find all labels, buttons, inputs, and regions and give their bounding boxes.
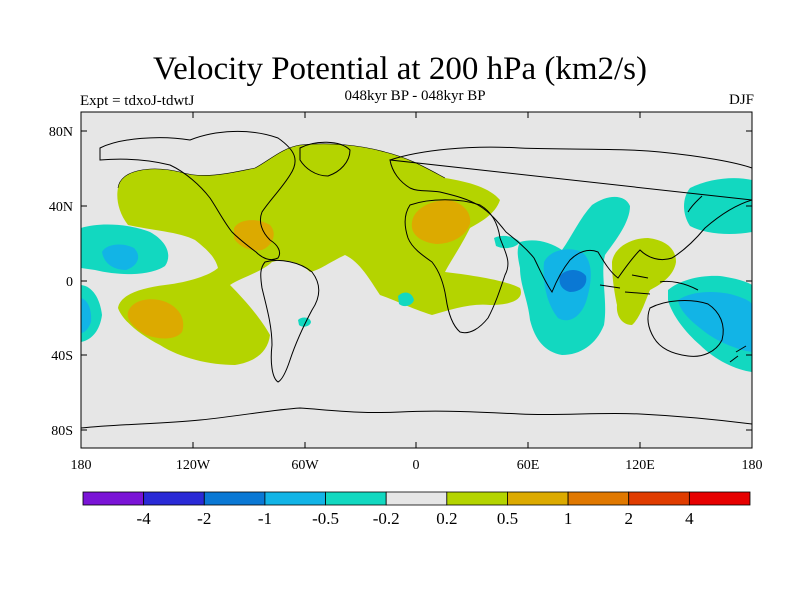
colorbar-box bbox=[628, 491, 690, 506]
coast-new-zealand bbox=[729, 345, 747, 363]
x-tick-label: 60E bbox=[517, 458, 540, 473]
colorbar-labels: -4 -2 -1 -0.5 -0.2 0.2 0.5 1 2 4 bbox=[137, 509, 695, 528]
colorbar-label: -1 bbox=[258, 509, 272, 528]
figure-title: Velocity Potential at 200 hPa (km2/s) bbox=[152, 51, 648, 87]
map-panel bbox=[81, 112, 752, 448]
contour-neg-sa-spot bbox=[298, 317, 311, 327]
coast-africa bbox=[404, 199, 509, 334]
y-tick-label: 80N bbox=[49, 125, 73, 140]
colorbar-label: 0.2 bbox=[436, 509, 457, 528]
colorbar-box bbox=[203, 491, 266, 506]
colorbar-label: 1 bbox=[564, 509, 573, 528]
figure-subtitle: 048kyr BP - 048kyr BP bbox=[344, 88, 486, 104]
coast-indonesia bbox=[599, 274, 699, 295]
season-label: DJF bbox=[728, 92, 754, 108]
x-tick-marks bbox=[80, 112, 753, 448]
coastlines bbox=[81, 131, 752, 429]
x-tick-label: 120W bbox=[176, 458, 211, 473]
colorbar-box bbox=[82, 491, 145, 506]
y-tick-label: 40S bbox=[51, 349, 73, 364]
contour-neg-asia-north bbox=[684, 178, 752, 234]
y-tick-labels: 80N 40N 0 40S 80S bbox=[49, 125, 73, 439]
contour-mid-south-pacific bbox=[127, 299, 184, 339]
colorbar-label: 2 bbox=[624, 509, 633, 528]
colorbar-label: -0.2 bbox=[373, 509, 400, 528]
contour-lines bbox=[117, 143, 446, 189]
colorbar-label: -2 bbox=[197, 509, 211, 528]
y-tick-label: 80S bbox=[51, 424, 73, 439]
coast-antarctica bbox=[81, 407, 752, 429]
colorbar-label: 0.5 bbox=[497, 509, 518, 528]
experiment-label: Expt = tdxoJ-tdwtJ bbox=[80, 93, 195, 109]
coast-eurasia bbox=[389, 146, 752, 294]
contour-neg2-central-pacific bbox=[102, 244, 139, 270]
colorbar-label: -0.5 bbox=[312, 509, 339, 528]
x-tick-labels: 180 120W 60W 0 60E 120E 180 bbox=[71, 458, 763, 473]
contour-mid-north-africa bbox=[411, 200, 471, 244]
colorbar-box bbox=[688, 491, 751, 506]
contour-neg2-west-pacific bbox=[678, 292, 752, 352]
contour-line-pos bbox=[117, 143, 446, 189]
colorbar-label: -4 bbox=[137, 509, 152, 528]
y-tick-label: 40N bbox=[49, 200, 73, 215]
colorbar-box bbox=[143, 491, 205, 506]
y-tick-label: 0 bbox=[66, 275, 73, 290]
colorbar-box bbox=[264, 491, 326, 506]
coast-north-america bbox=[99, 131, 296, 261]
coast-greenland bbox=[299, 141, 351, 177]
x-tick-label: 180 bbox=[742, 458, 763, 473]
colorbar bbox=[82, 491, 751, 506]
y-tick-marks bbox=[81, 130, 752, 431]
colorbar-box bbox=[567, 491, 630, 506]
contour-neg2-east-pacific bbox=[81, 298, 92, 333]
coast-south-america bbox=[260, 259, 320, 383]
colorbar-box bbox=[507, 491, 569, 506]
x-tick-label: 120E bbox=[625, 458, 655, 473]
contour-neg3-indian bbox=[559, 270, 587, 292]
colorbar-box bbox=[385, 491, 448, 506]
coast-japan bbox=[687, 195, 703, 213]
contour-pos-north-pacific bbox=[117, 143, 521, 365]
colorbar-box bbox=[325, 491, 387, 506]
colorbar-box bbox=[446, 491, 508, 506]
x-tick-label: 180 bbox=[71, 458, 92, 473]
contour-neg-atlantic-spot bbox=[398, 292, 414, 307]
x-tick-label: 60W bbox=[291, 458, 319, 473]
coast-australia bbox=[647, 300, 724, 357]
x-tick-label: 0 bbox=[413, 458, 420, 473]
colorbar-label: 4 bbox=[685, 509, 694, 528]
